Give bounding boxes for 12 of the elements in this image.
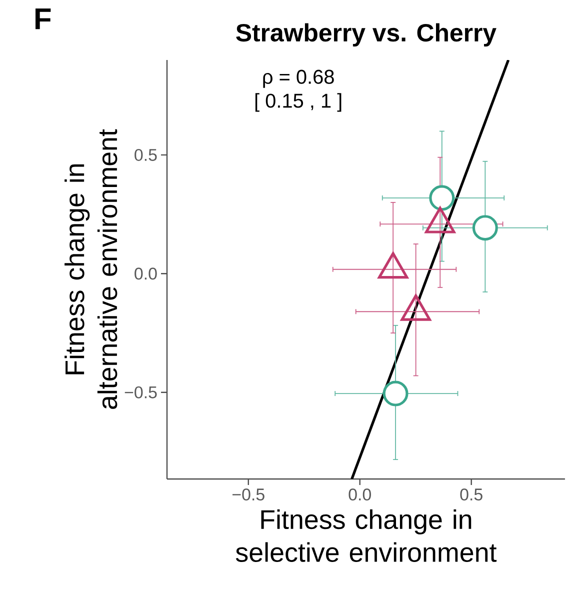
x-tick-label: 0.0 bbox=[348, 488, 371, 501]
x-tick-label: 0.5 bbox=[460, 488, 482, 501]
annotation: [ 0.15 , 1 ] bbox=[255, 93, 342, 112]
chart-title: Strawberry vs. Cherry bbox=[236, 23, 496, 46]
y-axis-title: Fitness change in alternative environment bbox=[64, 129, 118, 409]
x-axis-title: Fitness change in selective environment bbox=[236, 509, 497, 562]
text: F bbox=[36, 8, 51, 30]
y-tick-label: 0.0 bbox=[134, 268, 157, 280]
y-tick-label: −0.5 bbox=[124, 386, 157, 398]
annotation: ρ = 0.68 bbox=[263, 70, 334, 88]
x-tick-label: −0.5 bbox=[232, 488, 264, 501]
y-tick-label: 0.5 bbox=[134, 148, 157, 161]
